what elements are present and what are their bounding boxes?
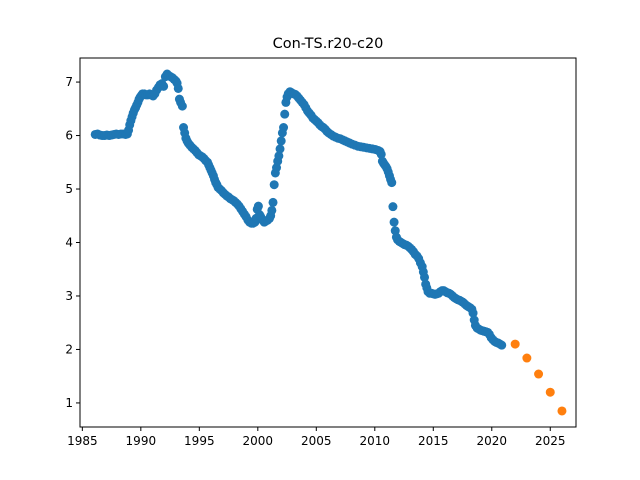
x-tick-label: 2000: [243, 434, 274, 448]
x-tick-label: 2005: [301, 434, 332, 448]
x-tick-label: 2015: [418, 434, 449, 448]
observed-point: [275, 144, 285, 154]
y-tick-label: 1: [65, 396, 73, 410]
observed-point: [497, 340, 507, 350]
observed-point: [388, 202, 398, 212]
y-tick-label: 3: [65, 289, 73, 303]
x-tick-label: 1990: [126, 434, 157, 448]
x-tick-label: 2010: [360, 434, 391, 448]
observed-point: [276, 136, 286, 146]
observed-point: [177, 101, 187, 111]
observed-point: [274, 151, 284, 161]
y-tick-label: 2: [65, 342, 73, 356]
x-tick-label: 2020: [477, 434, 508, 448]
forecast-point: [545, 387, 555, 397]
observed-point: [253, 201, 263, 211]
data-points: [90, 69, 567, 416]
observed-point: [280, 109, 290, 119]
forecast-point: [510, 339, 520, 349]
observed-point: [267, 205, 277, 215]
y-tick-label: 5: [65, 182, 73, 196]
observed-point: [468, 308, 478, 318]
plot-frame: [79, 57, 577, 428]
forecast-point: [534, 369, 544, 379]
y-tick-label: 7: [65, 75, 73, 89]
observed-point: [269, 180, 279, 190]
observed-point: [268, 197, 278, 207]
forecast-point: [557, 406, 567, 416]
x-tick-label: 1995: [184, 434, 215, 448]
y-tick-label: 6: [65, 129, 73, 143]
x-tick-label: 1985: [67, 434, 98, 448]
observed-point: [420, 272, 430, 282]
axis-ticks: 1985 1990 1995 2000 2005 2010 2015 2020 2025 1 2 3 4…: [65, 75, 565, 448]
observed-point: [159, 81, 169, 91]
observed-point: [387, 178, 397, 188]
y-tick-label: 4: [65, 236, 73, 250]
observed-point: [376, 149, 386, 159]
forecast-point: [522, 353, 532, 363]
x-tick-label: 2025: [535, 434, 566, 448]
observed-point: [389, 217, 399, 227]
observed-point: [173, 83, 183, 93]
chart-title: Con-TS.r20-c20: [273, 36, 384, 52]
observed-point: [279, 123, 289, 133]
